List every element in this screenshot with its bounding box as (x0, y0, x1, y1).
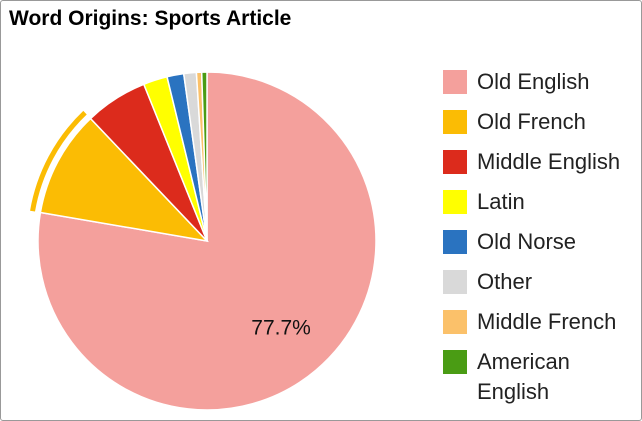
slice-label: 77.7% (251, 316, 311, 339)
legend-label: Old Norse (477, 229, 577, 254)
pie-slice (200, 71, 208, 242)
legend-swatch (443, 190, 467, 214)
legend-swatch (443, 230, 467, 254)
legend-label: Latin (477, 189, 525, 214)
legend-swatch (443, 150, 467, 174)
legend-label: Middle French (477, 309, 617, 334)
legend-label: Old French (477, 109, 586, 134)
legend-label: Other (477, 269, 533, 294)
legend-swatch (443, 110, 467, 134)
legend-swatch (443, 270, 467, 294)
legend-swatch (443, 70, 467, 94)
legend-swatch (443, 310, 467, 334)
slice-highlight (30, 110, 87, 212)
legend-label: American English (477, 349, 570, 404)
legend-item: Middle English (443, 147, 633, 177)
legend-item: Middle French (443, 307, 633, 337)
legend: Old English Old French Middle English Latin… (443, 67, 633, 417)
legend-item: Old English (443, 67, 633, 97)
pie-slice (39, 117, 210, 243)
legend-item: Latin (443, 187, 633, 217)
legend-label: Old English (477, 69, 590, 94)
legend-item: Other (443, 267, 633, 297)
legend-item: Old French (443, 107, 633, 137)
legend-label: Middle English (477, 149, 621, 174)
chart-title: Word Origins: Sports Article (9, 7, 292, 30)
legend-item: Old Norse (443, 227, 633, 257)
legend-item: American English (443, 347, 633, 407)
legend-swatch (443, 350, 467, 374)
